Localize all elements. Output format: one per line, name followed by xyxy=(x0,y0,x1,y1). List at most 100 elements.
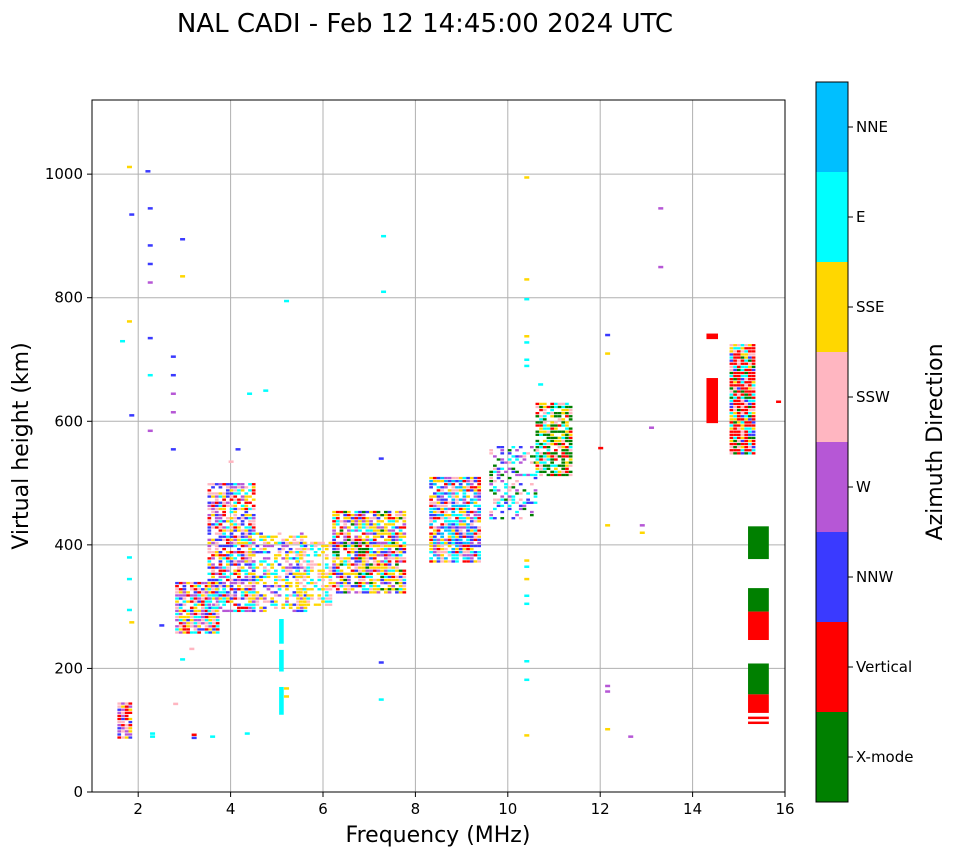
echo-marker xyxy=(733,430,737,433)
echo-marker xyxy=(262,594,267,597)
echo-marker xyxy=(432,541,437,545)
echo-marker xyxy=(729,439,734,443)
echo-marker xyxy=(321,569,325,572)
echo-marker xyxy=(214,603,219,606)
echo-marker xyxy=(455,504,459,508)
echo-marker xyxy=(740,384,745,387)
echo-bar xyxy=(748,611,769,641)
echo-marker xyxy=(429,510,433,514)
echo-marker xyxy=(186,619,190,622)
echo-marker xyxy=(380,566,384,569)
echo-marker xyxy=(295,541,299,545)
echo-marker xyxy=(182,615,187,619)
echo-marker xyxy=(469,526,474,529)
echo-marker xyxy=(402,572,407,575)
echo-marker xyxy=(542,442,547,446)
echo-marker xyxy=(398,547,403,551)
echo-marker xyxy=(175,612,179,616)
echo-marker xyxy=(225,541,230,545)
echo-marker xyxy=(350,572,355,575)
echo-marker xyxy=(339,529,344,532)
echo-marker xyxy=(565,412,569,415)
echo-marker xyxy=(310,544,314,548)
echo-marker xyxy=(369,585,373,588)
echo-marker xyxy=(347,560,351,563)
echo-marker xyxy=(361,560,366,563)
echo-marker xyxy=(302,603,307,606)
echo-marker xyxy=(733,408,737,412)
echo-marker xyxy=(496,476,501,480)
echo-marker xyxy=(255,551,260,554)
echo-marker xyxy=(489,470,494,474)
echo-marker xyxy=(751,387,756,390)
echo-marker xyxy=(440,517,445,520)
echo-marker xyxy=(332,510,336,514)
echo-marker xyxy=(302,578,307,582)
echo-marker xyxy=(178,603,183,606)
echo-marker xyxy=(201,606,205,609)
echo-marker xyxy=(561,424,566,427)
echo-marker xyxy=(565,470,569,474)
echo-marker xyxy=(383,557,388,560)
echo-marker xyxy=(248,581,252,585)
echo-marker xyxy=(398,517,403,520)
echo-marker xyxy=(365,581,370,585)
echo-marker xyxy=(372,588,377,591)
echo-marker xyxy=(121,727,125,730)
echo-marker xyxy=(748,390,752,393)
echo-marker xyxy=(533,476,538,480)
echo-marker xyxy=(395,520,399,523)
echo-marker xyxy=(380,544,384,548)
echo-marker xyxy=(736,359,741,362)
echo-marker xyxy=(211,569,215,572)
echo-marker xyxy=(455,538,459,541)
echo-marker xyxy=(347,575,351,579)
echo-marker xyxy=(395,510,399,514)
echo-marker xyxy=(214,566,219,569)
echo-marker xyxy=(546,467,551,470)
echo-marker xyxy=(402,588,407,591)
echo-marker xyxy=(444,520,448,523)
echo-marker xyxy=(736,378,741,381)
echo-marker xyxy=(429,498,433,501)
echo-marker xyxy=(447,529,452,532)
echo-marker xyxy=(335,517,340,520)
echo-marker xyxy=(736,356,741,359)
echo-marker xyxy=(262,585,267,588)
echo-marker xyxy=(387,575,392,579)
echo-point xyxy=(129,621,135,624)
echo-marker xyxy=(432,504,437,508)
echo-marker xyxy=(248,507,252,511)
echo-marker xyxy=(222,600,226,603)
echo-marker xyxy=(296,594,300,597)
echo-marker xyxy=(462,492,467,495)
echo-marker xyxy=(736,427,741,430)
echo-marker xyxy=(736,393,741,396)
echo-marker xyxy=(729,402,734,406)
echo-marker xyxy=(274,578,278,582)
echo-marker xyxy=(440,560,445,563)
echo-marker xyxy=(432,544,437,548)
echo-marker xyxy=(561,452,566,455)
echo-marker xyxy=(462,495,467,498)
echo-marker xyxy=(328,569,333,572)
echo-marker xyxy=(473,554,478,557)
echo-marker xyxy=(748,424,752,427)
plot-frame xyxy=(91,99,786,793)
echo-marker xyxy=(477,554,482,557)
echo-marker xyxy=(251,504,256,508)
echo-marker xyxy=(343,557,348,560)
echo-marker xyxy=(255,575,260,579)
echo-marker xyxy=(458,523,463,526)
echo-marker xyxy=(444,557,448,560)
echo-marker xyxy=(473,529,478,532)
echo-marker xyxy=(473,504,478,508)
echo-marker xyxy=(117,717,122,721)
echo-marker xyxy=(477,483,482,486)
echo-marker xyxy=(462,551,467,554)
echo-marker xyxy=(440,551,445,554)
echo-marker xyxy=(354,575,359,579)
echo-marker xyxy=(387,563,392,566)
echo-marker xyxy=(515,470,519,474)
echo-marker xyxy=(744,356,749,359)
